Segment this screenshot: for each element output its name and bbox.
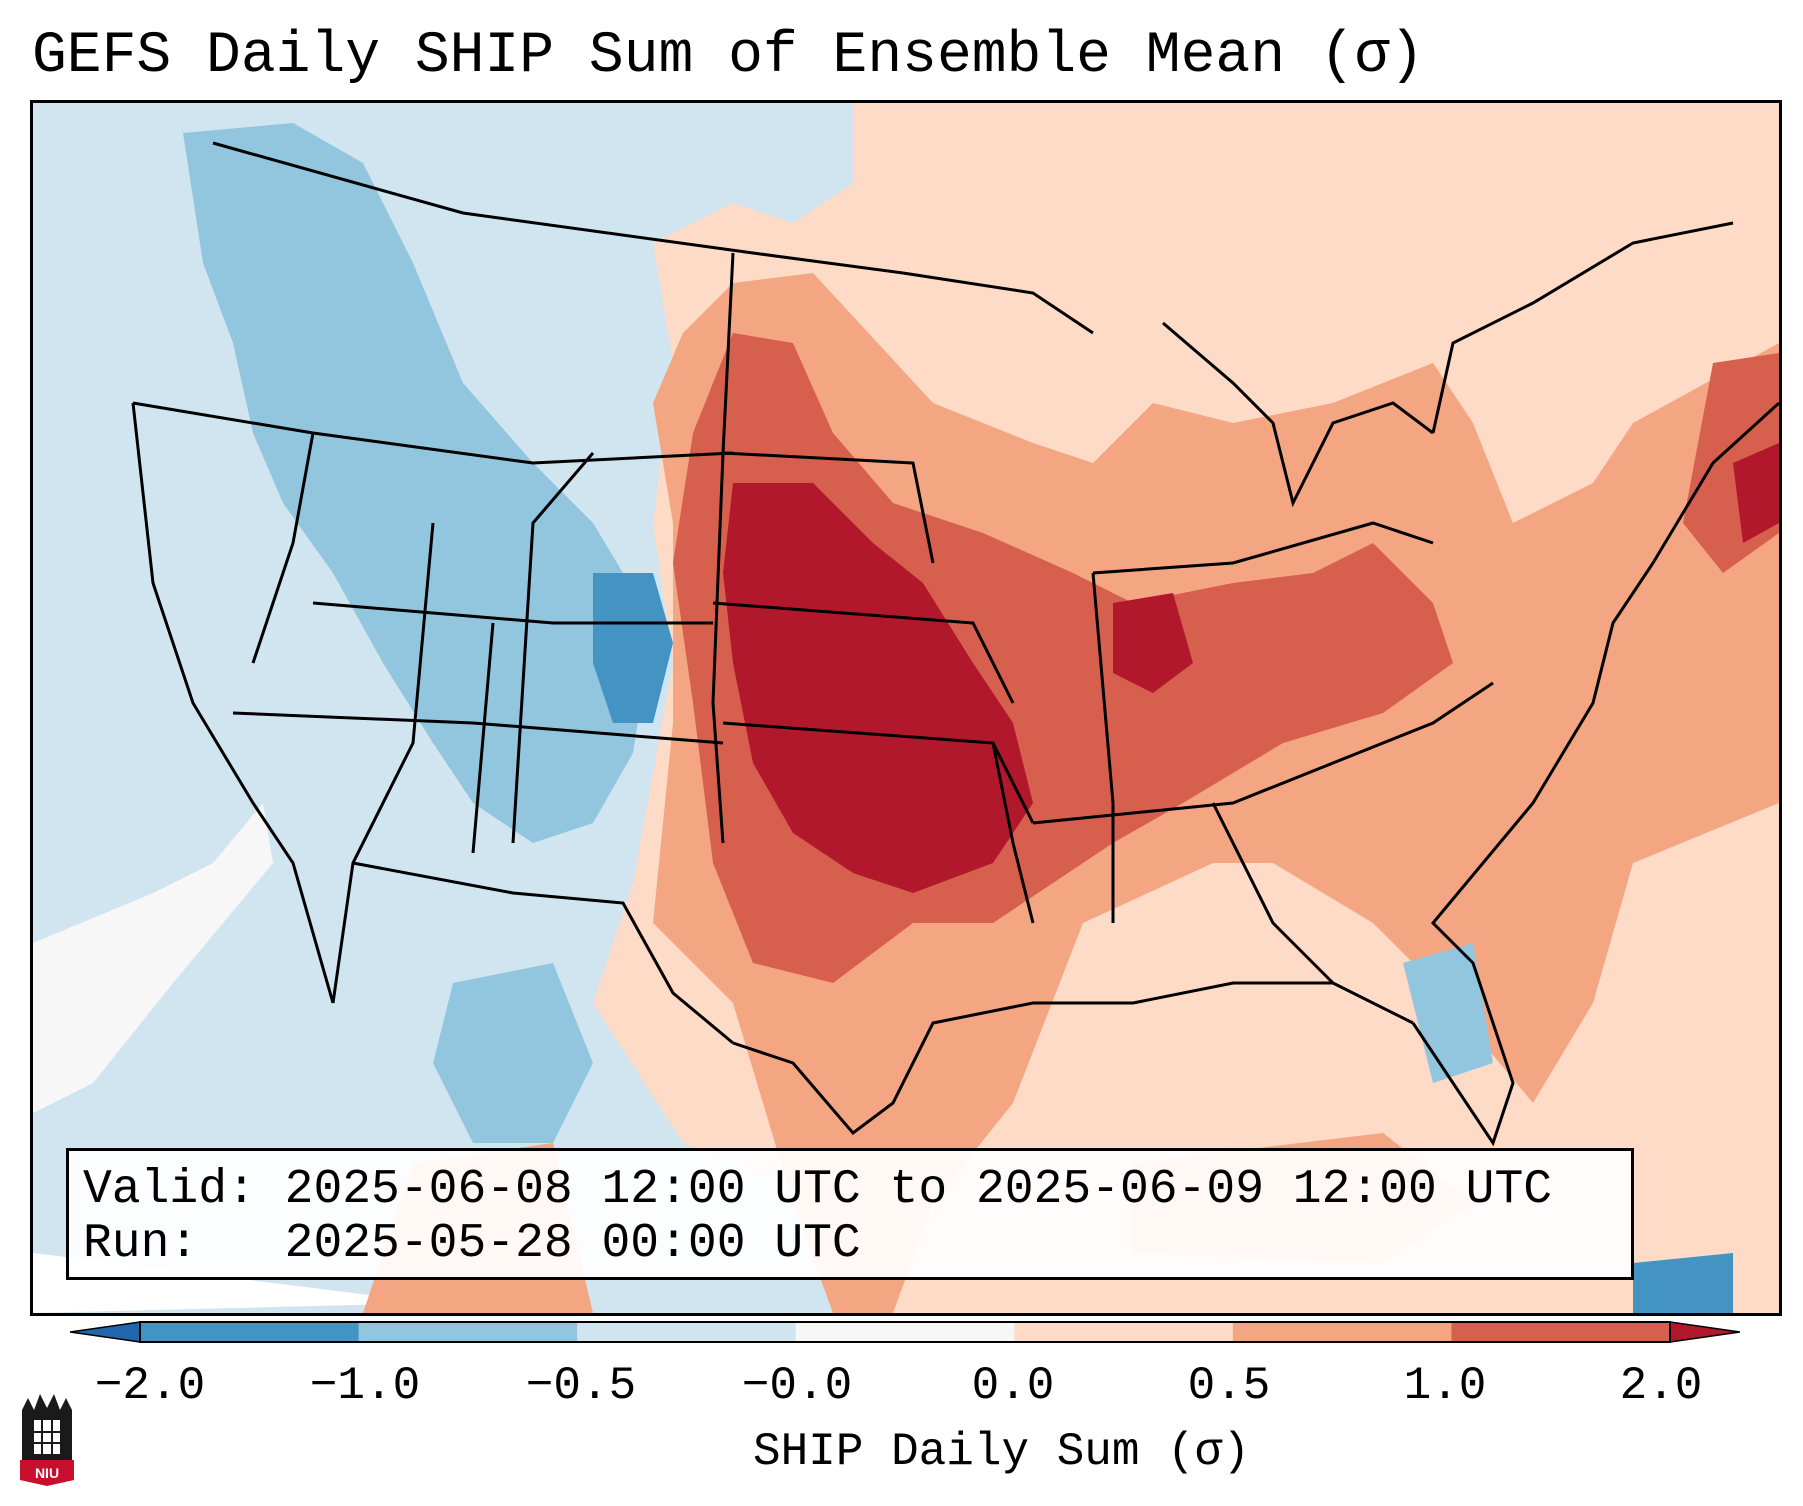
border-dakotas xyxy=(722,451,935,564)
region-very-high-positive-plains xyxy=(723,483,1033,893)
chart-title: GEFS Daily SHIP Sum of Ensemble Mean (σ) xyxy=(32,24,1425,89)
gulf-coastline xyxy=(732,981,1414,1136)
colorbar-bins xyxy=(70,1321,1740,1343)
tick-label: −2.0 xyxy=(94,1360,206,1412)
colorbar-bin xyxy=(795,1322,1015,1342)
colorbar-bin xyxy=(358,1322,578,1342)
region-near-zero-pacific xyxy=(33,803,273,1113)
border-arkansas xyxy=(991,742,1035,924)
region-strong-negative-colorado xyxy=(593,573,673,723)
border-arizona xyxy=(331,522,435,1004)
border-ohio-line xyxy=(1092,521,1434,575)
border-upper-midwest xyxy=(902,271,1094,335)
border-nebraska-kansas xyxy=(712,601,1015,704)
colorbar-label-text: SHIP Daily Sum (σ) xyxy=(753,1426,1250,1478)
tick-label: 0.0 xyxy=(971,1360,1055,1412)
us-canada-border xyxy=(212,141,904,275)
border-canada-east xyxy=(1431,221,1734,434)
niu-logo: NIU xyxy=(20,1394,74,1486)
colorbar-tick-labels: −2.0 −1.0 −0.5 −0.0 0.0 0.5 1.0 2.0 xyxy=(0,1358,1803,1418)
region-negative-west xyxy=(183,123,653,843)
colorbar-bin xyxy=(1669,1321,1740,1343)
valid-label: Valid: xyxy=(83,1163,256,1217)
tick-label: 2.0 xyxy=(1619,1360,1703,1412)
logo-text: NIU xyxy=(35,1465,59,1481)
map-panel xyxy=(30,100,1782,1316)
colorbar-bin xyxy=(70,1321,141,1343)
valid-run-info-box: Valid: 2025-06-08 12:00 UTC to 2025-06-0… xyxy=(66,1148,1634,1280)
colorbar-bin xyxy=(1014,1322,1234,1342)
border-utah-arizona xyxy=(471,622,495,854)
ship-anomaly-map xyxy=(33,103,1779,1313)
border-georgia xyxy=(1211,802,1335,985)
tick-label: 0.5 xyxy=(1187,1360,1271,1412)
logo-shield-icon xyxy=(20,1460,74,1486)
political-boundaries xyxy=(131,141,1779,1147)
border-tennessee xyxy=(1032,681,1494,825)
region-strong-negative-caribbean xyxy=(1633,1253,1733,1313)
border-california-nevada xyxy=(251,432,315,664)
border-colorado-newmexico xyxy=(511,452,595,844)
pacific-coastline xyxy=(131,402,335,1004)
colorbar-bin xyxy=(1451,1322,1671,1342)
valid-value: 2025-06-08 12:00 UTC to 2025-06-09 12:00… xyxy=(284,1163,1553,1217)
great-lakes-outline xyxy=(1162,321,1434,508)
colorbar-label: SHIP Daily Sum (σ) xyxy=(0,1424,1803,1480)
logo-window-icon xyxy=(34,1420,60,1454)
atlantic-coastline xyxy=(1411,401,1779,1147)
region-very-high-positive-illinois xyxy=(1113,593,1193,693)
colorbar-bin xyxy=(1232,1322,1452,1342)
run-value: 2025-05-28 00:00 UTC xyxy=(284,1217,861,1271)
tick-label: 1.0 xyxy=(1403,1360,1487,1412)
region-very-high-positive-newengland xyxy=(1733,443,1779,543)
border-nevada-utah xyxy=(312,601,713,625)
run-label: Run: xyxy=(83,1217,199,1271)
border-oregon-idaho-line xyxy=(132,401,734,465)
colorbar-bin xyxy=(140,1322,360,1342)
logo-window-grid-icon xyxy=(34,1420,60,1454)
tick-label: −0.0 xyxy=(741,1360,853,1412)
colorbar-outline xyxy=(139,1321,1671,1343)
tick-label: −0.5 xyxy=(525,1360,637,1412)
valid-row: Valid: 2025-06-08 12:00 UTC to 2025-06-0… xyxy=(83,1163,1631,1217)
tick-label: −1.0 xyxy=(309,1360,421,1412)
border-colorado-south xyxy=(232,711,724,745)
border-mississippi-river xyxy=(1091,572,1115,923)
region-negative-florida xyxy=(1403,943,1493,1083)
run-row: Run: 2025-05-28 00:00 UTC xyxy=(83,1217,1631,1271)
border-us-mexico xyxy=(352,861,734,1045)
border-plains-west xyxy=(711,252,735,844)
region-negative-mexico xyxy=(433,963,593,1143)
colorbar xyxy=(70,1321,1740,1343)
colorbar-bin xyxy=(577,1322,797,1342)
